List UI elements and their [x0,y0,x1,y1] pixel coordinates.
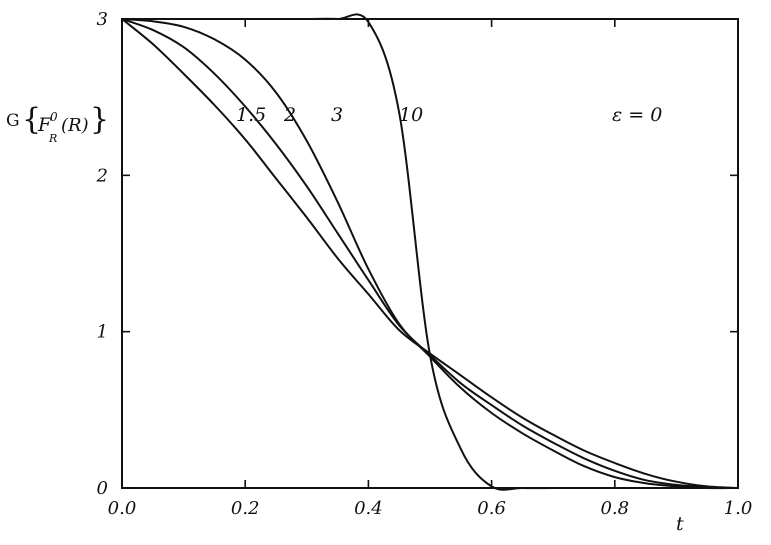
x-tick-label: 0.0 [108,498,137,519]
series-line-2 [121,18,739,489]
curve-label-2: 2 [283,104,296,126]
series-line-3 [121,18,739,490]
x-tick-label: 0.4 [354,498,383,519]
y-label-argument: (R) [61,115,89,136]
curve-label-1-5: 1.5 [236,104,266,126]
y-label-prefix: G [6,111,20,131]
y-tick-label: 1 [97,322,108,343]
axis-ticks [121,18,739,489]
y-label-subscript: R [48,132,57,145]
x-tick-label: 0.8 [600,498,629,519]
series-line-1-5 [121,18,739,489]
y-axis-label: G { F 0 R (R) } [6,102,109,145]
curve-label-10: 10 [399,104,423,126]
y-label-letter: F [37,114,52,136]
x-tick-label: 1.0 [724,498,753,519]
tick-labels: 0.0 0.2 0.4 0.6 0.8 1.0 0 1 2 3 [96,9,753,519]
series-line-10 [121,13,738,491]
plot-frame [121,18,739,489]
y-tick-label: 3 [97,9,108,30]
x-tick-label: 0.2 [231,498,260,519]
y-label-open-brace: { [22,102,41,137]
y-tick-label: 0 [97,478,108,499]
curve-label-3: 3 [331,104,343,126]
x-axis-label: t [676,513,684,535]
y-label-close-brace: } [90,102,109,137]
y-tick-label: 2 [96,165,108,186]
y-label-superscript: 0 [50,110,58,124]
epsilon-annotation: ε = 0 [612,104,662,126]
x-tick-label: 0.6 [477,498,506,519]
curves [121,13,739,491]
